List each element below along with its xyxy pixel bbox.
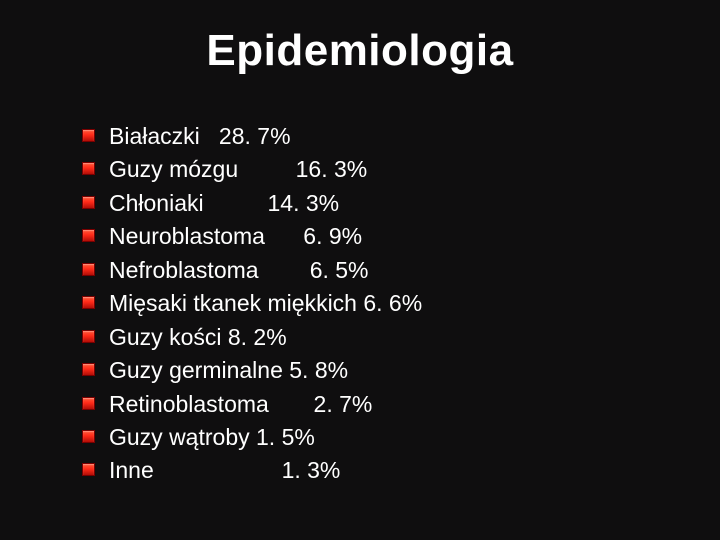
list-item-text: Białaczki 28. 7%: [109, 122, 291, 151]
list-item-text: Retinoblastoma 2. 7%: [109, 390, 372, 419]
list-item: Guzy wątroby 1. 5%: [82, 423, 720, 452]
bullet-icon: [82, 397, 95, 410]
list-item-text: Guzy mózgu 16. 3%: [109, 155, 367, 184]
bullet-icon: [82, 330, 95, 343]
bullet-icon: [82, 129, 95, 142]
list-item: Guzy mózgu 16. 3%: [82, 155, 720, 184]
list-item-text: Nefroblastoma 6. 5%: [109, 256, 369, 285]
list-item: Inne 1. 3%: [82, 456, 720, 485]
list-item-text: Guzy kości 8. 2%: [109, 323, 287, 352]
list-item: Neuroblastoma 6. 9%: [82, 222, 720, 251]
bullet-icon: [82, 296, 95, 309]
list-item-text: Inne 1. 3%: [109, 456, 340, 485]
list-item-text: Mięsaki tkanek miękkich 6. 6%: [109, 289, 422, 318]
bullet-icon: [82, 430, 95, 443]
slide-title: Epidemiologia: [0, 26, 720, 76]
list-item: Guzy germinalne 5. 8%: [82, 356, 720, 385]
bullet-icon: [82, 229, 95, 242]
bullet-icon: [82, 162, 95, 175]
list-item: Mięsaki tkanek miękkich 6. 6%: [82, 289, 720, 318]
list-item: Retinoblastoma 2. 7%: [82, 390, 720, 419]
list-item: Guzy kości 8. 2%: [82, 323, 720, 352]
list-item-text: Guzy germinalne 5. 8%: [109, 356, 348, 385]
list-item: Nefroblastoma 6. 5%: [82, 256, 720, 285]
bullet-icon: [82, 196, 95, 209]
list-item-text: Guzy wątroby 1. 5%: [109, 423, 315, 452]
bullet-icon: [82, 263, 95, 276]
slide: Epidemiologia Białaczki 28. 7% Guzy mózg…: [0, 0, 720, 540]
list-item-text: Neuroblastoma 6. 9%: [109, 222, 362, 251]
list-item: Chłoniaki 14. 3%: [82, 189, 720, 218]
bullet-icon: [82, 363, 95, 376]
list-item: Białaczki 28. 7%: [82, 122, 720, 151]
list-item-text: Chłoniaki 14. 3%: [109, 189, 339, 218]
bullet-list: Białaczki 28. 7% Guzy mózgu 16. 3% Chłon…: [82, 122, 720, 486]
bullet-icon: [82, 463, 95, 476]
